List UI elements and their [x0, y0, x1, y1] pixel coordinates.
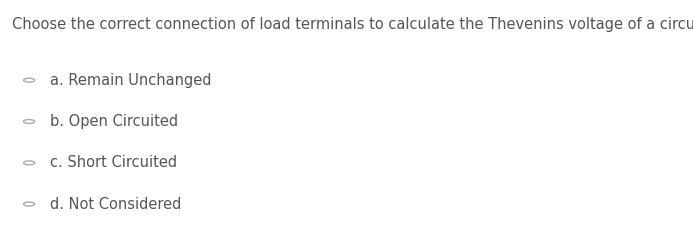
Text: Choose the correct connection of load terminals to calculate the Thevenins volta: Choose the correct connection of load te… — [12, 17, 693, 32]
Text: d. Not Considered: d. Not Considered — [50, 197, 182, 212]
Text: c. Short Circuited: c. Short Circuited — [50, 155, 177, 170]
Text: a. Remain Unchanged: a. Remain Unchanged — [50, 73, 211, 88]
Text: b. Open Circuited: b. Open Circuited — [50, 114, 178, 129]
